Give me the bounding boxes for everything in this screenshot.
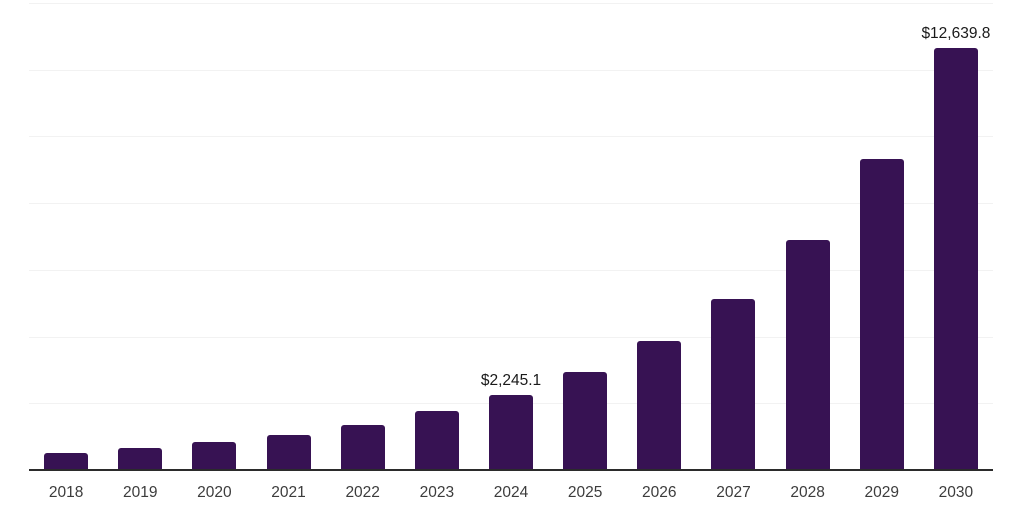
gridline	[29, 3, 993, 4]
bar-2025	[563, 372, 608, 470]
x-tick-label-2020: 2020	[197, 484, 232, 501]
x-tick-label-2018: 2018	[48, 484, 84, 501]
bar-2018	[44, 452, 89, 470]
x-tick-label-2027: 2027	[716, 484, 751, 501]
gridline	[29, 203, 993, 205]
data-label-2030: $12,639.8	[921, 25, 991, 43]
data-label-2024: $2,245.1	[480, 372, 542, 390]
bar-2020	[192, 441, 237, 470]
bar-2023	[414, 411, 459, 470]
gridline	[29, 136, 993, 138]
x-tick-label-2030: 2030	[938, 484, 974, 501]
gridline	[29, 336, 993, 338]
x-tick-label-2024: 2024	[493, 484, 529, 501]
bar-2028	[785, 240, 830, 470]
x-tick-label-2022: 2022	[345, 484, 380, 501]
x-tick-label-2025: 2025	[567, 484, 603, 501]
bar-2019	[118, 447, 163, 470]
bar-2022	[340, 424, 385, 470]
bar-2026	[637, 340, 682, 470]
gridline	[29, 69, 993, 71]
x-tick-label-2023: 2023	[419, 484, 455, 501]
x-axis-line	[29, 469, 993, 471]
x-tick-label-2019: 2019	[122, 484, 158, 501]
bar-2024	[489, 395, 533, 470]
x-tick-label-2029: 2029	[864, 484, 899, 501]
x-tick-label-2026: 2026	[642, 484, 677, 501]
x-tick-label-2028: 2028	[790, 484, 825, 501]
bar-2030	[933, 48, 978, 470]
gridline	[29, 269, 993, 271]
bar-2029	[859, 159, 904, 470]
bar-2021	[266, 434, 311, 470]
x-tick-label-2021: 2021	[271, 484, 306, 501]
bar-2027	[711, 298, 756, 470]
